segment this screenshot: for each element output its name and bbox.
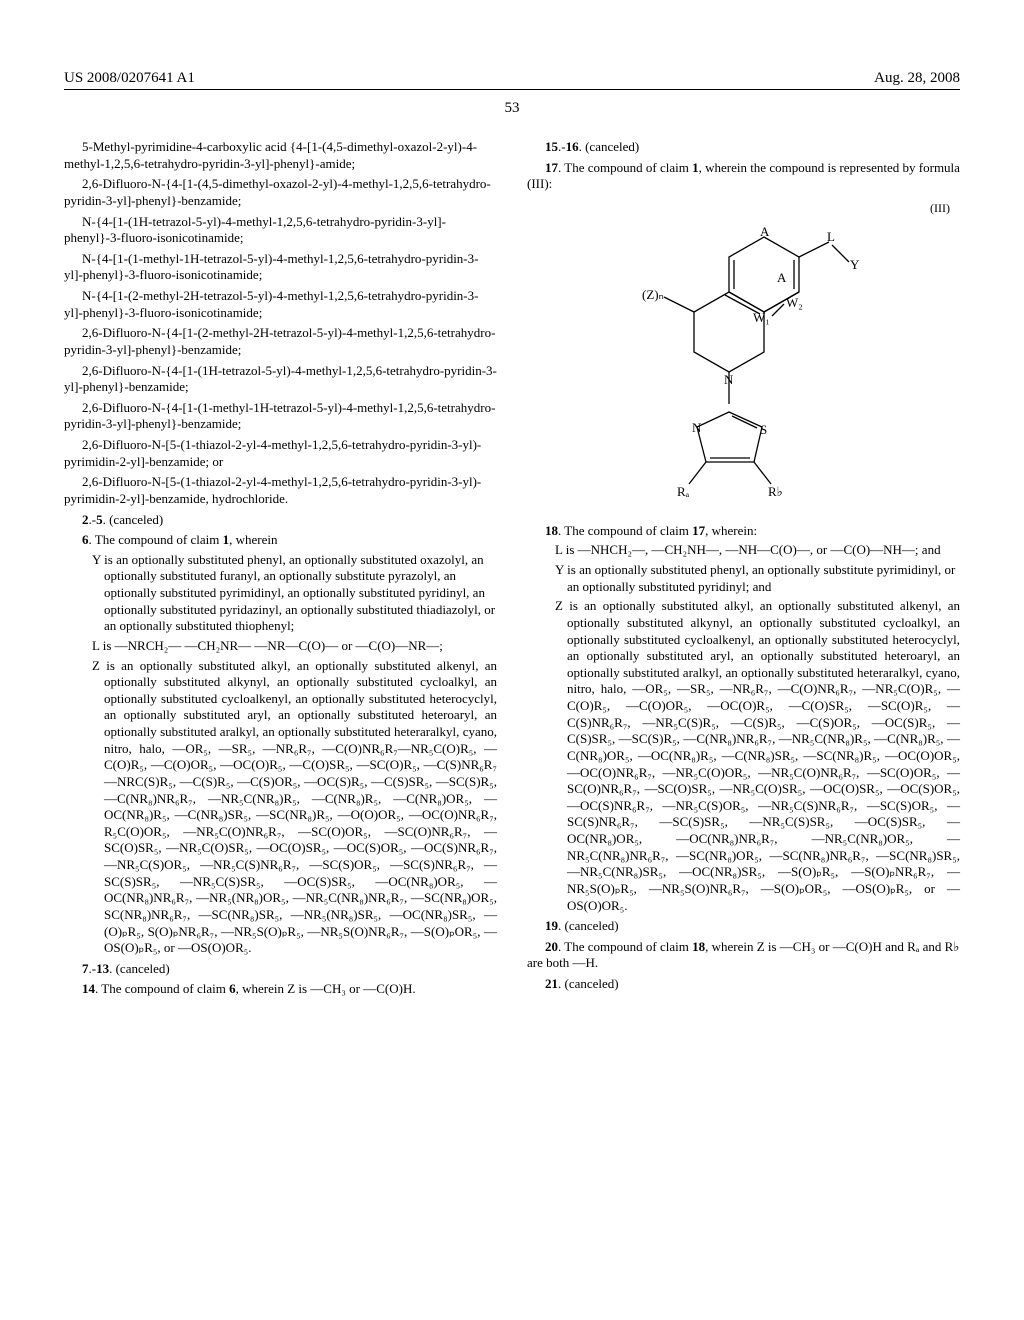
- formula-label-n: N: [692, 420, 702, 435]
- compound-continuation: 5-Methyl-pyrimidine-4-carboxylic acid {4…: [64, 139, 497, 172]
- publication-date: Aug. 28, 2008: [874, 70, 960, 87]
- compound-item: 2,6-Difluoro-N-[5-(1-thiazol-2-yl-4-meth…: [64, 437, 497, 470]
- page-number: 53: [64, 100, 960, 117]
- formula-label-y: Y: [850, 257, 860, 272]
- claim-6-text: The compound of claim 1, wherein: [95, 532, 278, 547]
- claim-18-head: 18. The compound of claim 17, wherein:: [527, 523, 960, 540]
- claim-14-text: The compound of claim 6, wherein Z is —C…: [101, 981, 415, 996]
- chemical-structure-formula-iii: (Z)ₙ A A W₁ W₂ L Y N N S Rₐ R♭: [527, 222, 960, 507]
- claim-14: 14. The compound of claim 6, wherein Z i…: [64, 981, 497, 998]
- claim-17-text: The compound of claim 1, wherein the com…: [527, 160, 960, 192]
- claim-18-y: Y is an optionally substituted phenyl, a…: [555, 562, 960, 595]
- compound-item: 2,6-Difluoro-N-{4-[1-(1-methyl-1H-tetraz…: [64, 400, 497, 433]
- compound-item: N-{4-[1-(1-methyl-1H-tetrazol-5-yl)-4-me…: [64, 251, 497, 284]
- claim-6-l: L is —NRCH₂— —CH₂NR— —NR—C(O)— or —C(O)—…: [92, 638, 497, 655]
- claim-2-5: 2.-5. (canceled): [64, 512, 497, 529]
- publication-number: US 2008/0207641 A1: [64, 70, 195, 87]
- compound-item: N-{4-[1-(2-methyl-2H-tetrazol-5-yl)-4-me…: [64, 288, 497, 321]
- formula-label-a: A: [760, 224, 770, 239]
- compound-item: 2,6-Difluoro-N-{4-[1-(2-methyl-2H-tetraz…: [64, 325, 497, 358]
- claim-20-text: The compound of claim 18, wherein Z is —…: [527, 939, 959, 971]
- claim-19: 19. (canceled): [527, 918, 960, 935]
- formula-label-n: N: [724, 372, 734, 387]
- claim-6-head: 6. The compound of claim 1, wherein: [64, 532, 497, 549]
- canceled-text: (canceled): [585, 139, 639, 154]
- compound-item: 2,6-Difluoro-N-{4-[1-(4,5-dimethyl-oxazo…: [64, 176, 497, 209]
- claim-15-16: 15.-16. (canceled): [527, 139, 960, 156]
- canceled-text: (canceled): [565, 918, 619, 933]
- formula-label-s: S: [760, 422, 767, 437]
- formula-label-w2: W₂: [786, 295, 803, 310]
- claim-6-z: Z is an optionally substituted alkyl, an…: [92, 658, 497, 957]
- claim-7-13: 7.-13. (canceled): [64, 961, 497, 978]
- claim-18-z: Z is an optionally substituted alkyl, an…: [555, 598, 960, 914]
- formula-label: (III): [527, 201, 960, 216]
- claim-17-block: 17. The compound of claim 1, wherein the…: [527, 160, 960, 507]
- formula-label-ra: Rₐ: [677, 484, 690, 499]
- patent-page: US 2008/0207641 A1 Aug. 28, 2008 53 5-Me…: [0, 0, 1024, 1039]
- claim-18-text: The compound of claim 17, wherein:: [564, 523, 757, 538]
- compound-item: N-{4-[1-(1H-tetrazol-5-yl)-4-methyl-1,2,…: [64, 214, 497, 247]
- claim-17: 17. The compound of claim 1, wherein the…: [527, 160, 960, 193]
- formula-label-a: A: [777, 270, 787, 285]
- canceled-text: (canceled): [565, 976, 619, 991]
- canceled-text: (canceled): [116, 961, 170, 976]
- compound-item: 2,6-Difluoro-N-[5-(1-thiazol-2-yl-4-meth…: [64, 474, 497, 507]
- claim-20: 20. The compound of claim 18, wherein Z …: [527, 939, 960, 972]
- page-header: US 2008/0207641 A1 Aug. 28, 2008: [64, 70, 960, 90]
- formula-label-w1: W₁: [753, 310, 770, 325]
- formula-label-zn: (Z)ₙ: [642, 287, 664, 302]
- canceled-text: (canceled): [109, 512, 163, 527]
- formula-label-l: L: [827, 229, 835, 244]
- formula-label-rb: R♭: [768, 484, 783, 499]
- claim-6-y: Y is an optionally substituted phenyl, a…: [92, 552, 497, 635]
- claim-21: 21. (canceled): [527, 976, 960, 993]
- compound-item: 2,6-Difluoro-N-{4-[1-(1H-tetrazol-5-yl)-…: [64, 363, 497, 396]
- two-column-body: 5-Methyl-pyrimidine-4-carboxylic acid {4…: [64, 139, 960, 999]
- claim-18-l: L is —NHCH₂—, —CH₂NH—, —NH—C(O)—, or —C(…: [555, 542, 960, 559]
